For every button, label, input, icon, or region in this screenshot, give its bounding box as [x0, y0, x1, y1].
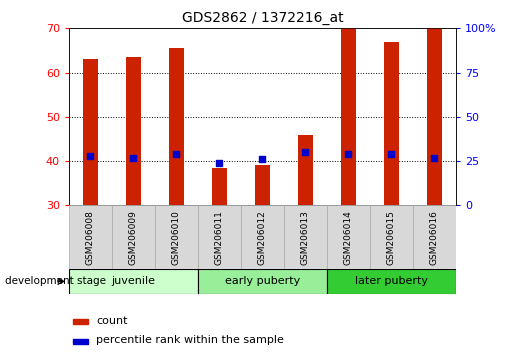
Bar	[327, 205, 370, 269]
Bar	[126, 57, 141, 205]
Bar	[212, 168, 227, 205]
Bar	[327, 269, 456, 294]
Bar	[169, 48, 184, 205]
Bar	[198, 205, 241, 269]
Point	[258, 156, 267, 162]
Text: later puberty: later puberty	[355, 276, 428, 286]
Bar	[384, 42, 399, 205]
Point	[172, 151, 181, 157]
Bar	[73, 339, 88, 343]
Text: juvenile: juvenile	[111, 276, 155, 286]
Bar	[241, 205, 284, 269]
Text: percentile rank within the sample: percentile rank within the sample	[96, 335, 284, 346]
Text: count: count	[96, 315, 128, 326]
Bar	[73, 319, 88, 324]
Bar	[198, 269, 327, 294]
Point	[86, 153, 95, 159]
Bar	[255, 165, 270, 205]
Bar	[69, 205, 112, 269]
Bar	[370, 205, 413, 269]
Bar	[69, 269, 198, 294]
Point	[430, 155, 438, 160]
Point	[301, 149, 310, 155]
Bar	[284, 205, 327, 269]
Text: development stage: development stage	[5, 276, 107, 286]
Text: GSM206012: GSM206012	[258, 210, 267, 265]
Bar	[298, 135, 313, 205]
Point	[129, 155, 138, 160]
Text: GSM206014: GSM206014	[344, 210, 353, 265]
Point	[344, 151, 352, 157]
Point	[215, 160, 224, 166]
Bar	[112, 205, 155, 269]
Bar	[341, 28, 356, 205]
Text: GSM206008: GSM206008	[86, 210, 95, 265]
Bar	[155, 205, 198, 269]
Bar	[83, 59, 98, 205]
Text: GSM206015: GSM206015	[387, 210, 396, 265]
Text: GSM206010: GSM206010	[172, 210, 181, 265]
Text: GSM206016: GSM206016	[430, 210, 439, 265]
Text: GSM206011: GSM206011	[215, 210, 224, 265]
Bar	[427, 28, 442, 205]
Bar	[413, 205, 456, 269]
Text: GSM206013: GSM206013	[301, 210, 310, 265]
Point	[387, 151, 395, 157]
Title: GDS2862 / 1372216_at: GDS2862 / 1372216_at	[182, 11, 343, 24]
Text: early puberty: early puberty	[225, 276, 300, 286]
Text: GSM206009: GSM206009	[129, 210, 138, 265]
